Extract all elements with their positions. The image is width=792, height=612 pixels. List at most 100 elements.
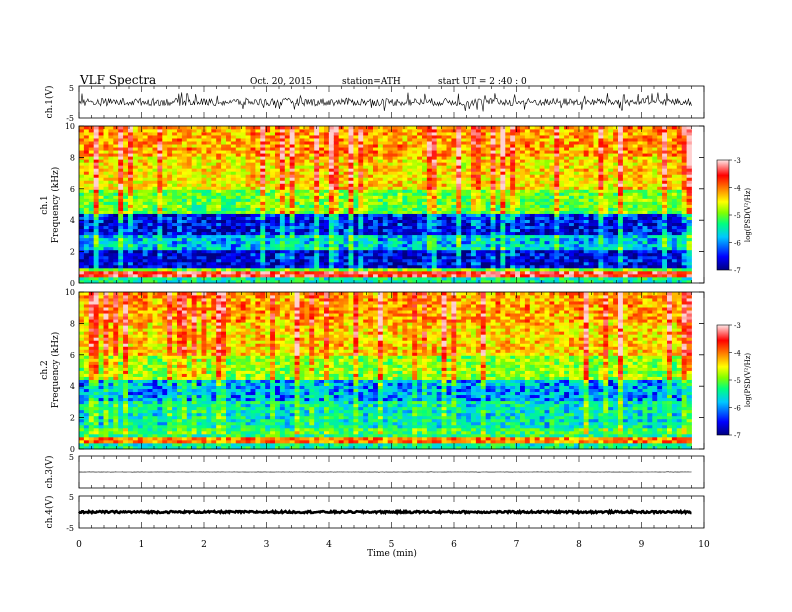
spectrogram-cell [142,273,148,278]
spectrogram-cell [226,132,232,136]
spectrogram-cell [387,252,393,257]
spectrogram-cell [191,189,197,193]
spectrogram-cell [240,279,246,284]
spectrogram-cell [363,174,369,178]
spectrogram-cell [490,228,496,233]
spectrogram-cell [206,189,212,193]
spectrogram-cell [270,171,276,175]
spectrogram-cell [417,240,423,245]
ch1-waveform-ylabel: ch.1(V) [44,86,55,119]
spectrogram-cell [98,135,104,139]
spectrogram-cell [289,156,295,160]
spectrogram-cell [480,240,487,245]
spectrogram-cell [348,156,354,160]
spectrogram-cell [426,216,433,220]
spectrogram-cell [147,129,153,133]
spectrogram-cell [304,159,310,163]
spectrogram-cell [230,246,237,251]
spectrogram-cell [83,165,90,169]
spectrogram-cell [475,168,482,172]
spectrogram-cell [475,141,482,145]
spectrogram-cell [485,180,491,184]
spectrogram-cell [407,258,413,263]
spectrogram-cell [524,180,531,184]
spectrogram-cell [456,231,462,236]
spectrogram-cell [211,189,217,193]
spectrogram-cell [294,276,300,281]
spectrogram-cell [338,198,344,202]
spectrogram-cell [417,258,423,263]
spectrogram-cell [172,192,178,196]
spectrogram-cell [314,264,320,269]
spectrogram-cell [230,156,237,160]
spectrogram-cell [260,249,266,254]
spectrogram-cell [289,243,295,248]
spectrogram-cell [309,258,315,263]
spectrogram-cell [162,219,168,224]
spectrogram-cell [490,147,496,151]
spectrogram-cell [358,237,364,242]
spectrogram-cell [475,267,482,272]
spectrogram-cell [172,252,178,257]
spectrogram-cell [363,141,369,145]
spectrogram-cell [221,141,227,145]
spectrogram-cell [417,210,423,214]
spectrogram-cell [79,234,85,239]
spectrogram-cell [422,135,428,139]
spectrogram-cell [461,153,467,157]
spectrogram-cell [471,147,477,151]
spectrogram-cell [245,213,251,217]
spectrogram-cell [534,216,540,220]
spectrogram-cell [436,222,442,227]
spectrogram-cell [270,276,276,281]
spectrogram-cell [83,219,90,224]
figure-start-time: start UT = 2 :40 : 0 [438,77,527,87]
spectrogram-cell [392,258,398,263]
spectrogram-cell [93,234,99,239]
spectrogram-cell [206,249,212,254]
spectrogram-cell [343,192,349,196]
spectrogram-cell [108,198,114,202]
spectrogram-cell [162,276,168,281]
spectrogram-cell [221,246,227,251]
spectrogram-cell [260,126,266,130]
spectrogram-cell [343,234,349,239]
spectrogram-cell [88,138,95,142]
spectrogram-cell [402,201,408,205]
spectrogram-cell [250,177,256,181]
spectrogram-cell [373,210,379,214]
spectrogram-cell [279,126,286,130]
spectrogram-cell [475,270,482,275]
spectrogram-cell [191,276,197,281]
spectrogram-cell [348,267,354,272]
spectrogram-cell [88,249,95,254]
spectrogram-cell [113,201,119,205]
spectrogram-cell [524,144,531,148]
spectrogram-cell [314,267,320,272]
spectrogram-cell [211,138,217,142]
spectrogram-cell [162,132,168,136]
spectrogram-cell [132,231,139,236]
spectrogram-cell [250,162,256,166]
spectrogram-cell [382,258,389,263]
figure-date: Oct. 20, 2015 [250,77,312,87]
spectrogram-cell [260,267,266,272]
spectrogram-cell [167,240,173,245]
spectrogram-cell [142,141,148,145]
spectrogram-cell [83,129,90,133]
spectrogram-cell [402,168,408,172]
spectrogram-cell [132,135,139,139]
spectrogram-cell [299,147,305,151]
spectrogram-cell [402,162,408,166]
spectrogram-cell [250,252,256,257]
spectrogram-cell [471,222,477,227]
spectrogram-cell [255,153,261,157]
spectrogram-cell [451,159,457,163]
spectrogram-cell [397,156,403,160]
spectrogram-cell [480,234,487,239]
spectrogram-cell [128,261,134,266]
spectrogram-cell [279,207,286,211]
spectrogram-cell [294,132,300,136]
spectrogram-cell [240,222,246,227]
spectrogram-cell [426,270,433,275]
